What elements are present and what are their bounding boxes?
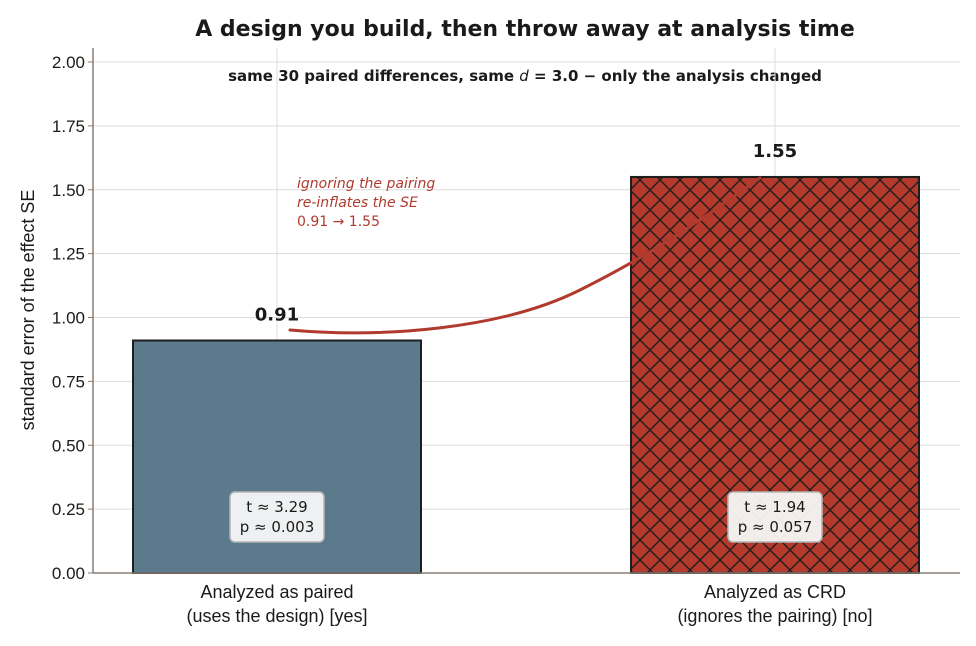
annotation-line-1: ignoring the pairing <box>297 176 435 192</box>
y-tick-label: 0.75 <box>52 372 85 391</box>
annotation-line-2: re-inflates the SE <box>297 195 418 211</box>
y-tick-label: 1.75 <box>52 117 85 136</box>
y-tick-label: 0.50 <box>52 436 85 455</box>
y-axis-ticks: 0.00 0.25 0.50 0.75 1.00 1.25 1.50 1.75 2.00 <box>52 53 93 583</box>
stat-box <box>229 491 325 543</box>
annotation-text: ignoring the pairing re-inflates the SE … <box>297 176 440 230</box>
annotation-line-3: 0.91 → 1.55 <box>297 214 380 230</box>
stat-p-value: p ≈ 0.003 <box>240 518 315 536</box>
y-tick-label: 1.00 <box>52 309 85 328</box>
chart-subtitle: same 30 paired differences, same d = 3.0… <box>228 67 822 85</box>
x-tick-label-line1: Analyzed as CRD <box>704 582 846 602</box>
y-axis-label: standard error of the effect SE <box>18 190 38 431</box>
y-tick-label: 0.00 <box>52 564 85 583</box>
x-tick-label-line2: (ignores the pairing) [no] <box>677 606 872 626</box>
annotation-arrow <box>288 176 762 335</box>
bar-value-label: 1.55 <box>753 141 797 162</box>
stat-p-value: p ≈ 0.057 <box>738 518 813 536</box>
bar-group: 0.91 t ≈ 3.29 p ≈ 0.003 <box>132 304 422 574</box>
y-tick-label: 0.25 <box>52 500 85 519</box>
y-tick-label: 2.00 <box>52 53 85 72</box>
bars: 0.91 t ≈ 3.29 p ≈ 0.003 1.55 t ≈ 1.94 p ≈ 0.0… <box>132 141 920 574</box>
x-tick-label-line1: Analyzed as paired <box>200 582 353 602</box>
stat-t-value: t ≈ 3.29 <box>246 498 307 516</box>
x-axis-labels: Analyzed as paired (uses the design) [yes… <box>186 582 872 626</box>
y-tick-label: 1.25 <box>52 245 85 264</box>
stat-box <box>727 491 823 543</box>
x-tick-label-line2: (uses the design) [yes] <box>186 606 367 626</box>
chart-title: A design you build, then throw away at a… <box>195 17 855 42</box>
stat-t-value: t ≈ 1.94 <box>744 498 805 516</box>
bar-group: 1.55 t ≈ 1.94 p ≈ 0.057 <box>630 141 920 574</box>
y-tick-label: 1.50 <box>52 181 85 200</box>
bar-value-label: 0.91 <box>255 304 299 325</box>
